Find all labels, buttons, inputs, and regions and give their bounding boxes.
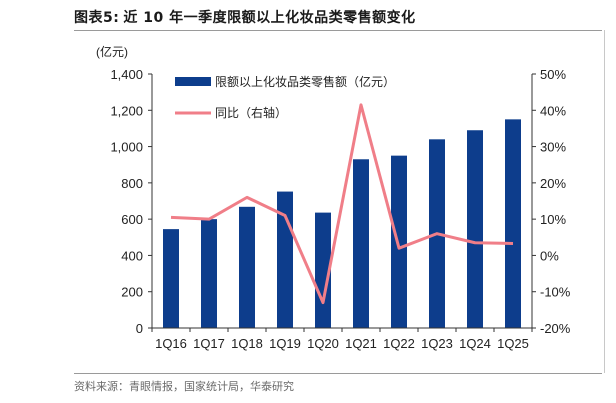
bar <box>201 219 217 328</box>
x-tick-label: 1Q18 <box>231 336 263 351</box>
title-divider <box>74 30 602 31</box>
left-axis-unit-label: (亿元) <box>96 44 128 59</box>
left-tick-label: 1,400 <box>110 67 143 82</box>
left-tick-label: 600 <box>121 212 143 227</box>
right-tick-label: 50% <box>540 67 566 82</box>
x-tick-label: 1Q25 <box>497 336 529 351</box>
legend-label-bars: 限额以上化妆品类零售额（亿元） <box>215 74 395 89</box>
source-note: 资料来源：青眼情报，国家统计局，华泰研究 <box>74 380 294 393</box>
figure-title: 图表5: 近 10 年一季度限额以上化妆品类零售额变化 <box>74 7 416 27</box>
bar <box>467 130 483 328</box>
right-tick-label: 20% <box>540 176 566 191</box>
right-tick-label: 40% <box>540 103 566 118</box>
x-axis-ticks: 1Q16 1Q17 1Q18 1Q19 1Q20 1Q21 1Q22 1Q23 1Q24 1Q25 <box>151 328 533 351</box>
x-tick-label: 1Q22 <box>383 336 415 351</box>
bar <box>391 155 407 328</box>
x-tick-label: 1Q21 <box>345 336 377 351</box>
left-tick-label: 0 <box>136 321 143 336</box>
figure-title-text: 近 10 年一季度限额以上化妆品类零售额变化 <box>123 10 416 26</box>
x-tick-label: 1Q24 <box>459 336 491 351</box>
left-tick-label: 1,000 <box>110 140 143 155</box>
yoy-line <box>170 103 514 305</box>
right-edge-divider <box>604 30 605 373</box>
right-tick-label: -10% <box>540 285 571 300</box>
bar <box>163 229 179 328</box>
legend-swatch-bars <box>175 77 211 86</box>
left-tick-label: 400 <box>121 248 143 263</box>
source-divider <box>74 373 602 374</box>
right-axis-ticks: -20% -10% 0% 10% 20% 30% 40% 50% <box>532 67 571 336</box>
line-series <box>170 103 514 305</box>
right-tick-label: 30% <box>540 140 566 155</box>
bar <box>505 119 521 328</box>
left-tick-label: 800 <box>121 176 143 191</box>
x-tick-label: 1Q19 <box>269 336 301 351</box>
left-axis-ticks: 0 200 400 600 800 1,000 1,200 1,400 <box>110 67 152 336</box>
right-tick-label: 0% <box>540 248 559 263</box>
bar-series <box>163 119 521 328</box>
x-tick-label: 1Q16 <box>155 336 187 351</box>
left-tick-label: 200 <box>121 285 143 300</box>
legend-label-line: 同比（右轴） <box>215 105 287 120</box>
x-tick-label: 1Q23 <box>421 336 453 351</box>
right-tick-label: 10% <box>540 212 566 227</box>
bar <box>353 159 369 328</box>
left-tick-label: 1,200 <box>110 103 143 118</box>
bar <box>239 206 255 328</box>
figure-label: 图表5: <box>74 10 120 26</box>
x-tick-label: 1Q20 <box>307 336 339 351</box>
x-tick-label: 1Q17 <box>193 336 225 351</box>
right-tick-label: -20% <box>540 321 571 336</box>
bar <box>315 212 331 328</box>
legend: 限额以上化妆品类零售额（亿元） 同比（右轴） <box>175 74 395 120</box>
